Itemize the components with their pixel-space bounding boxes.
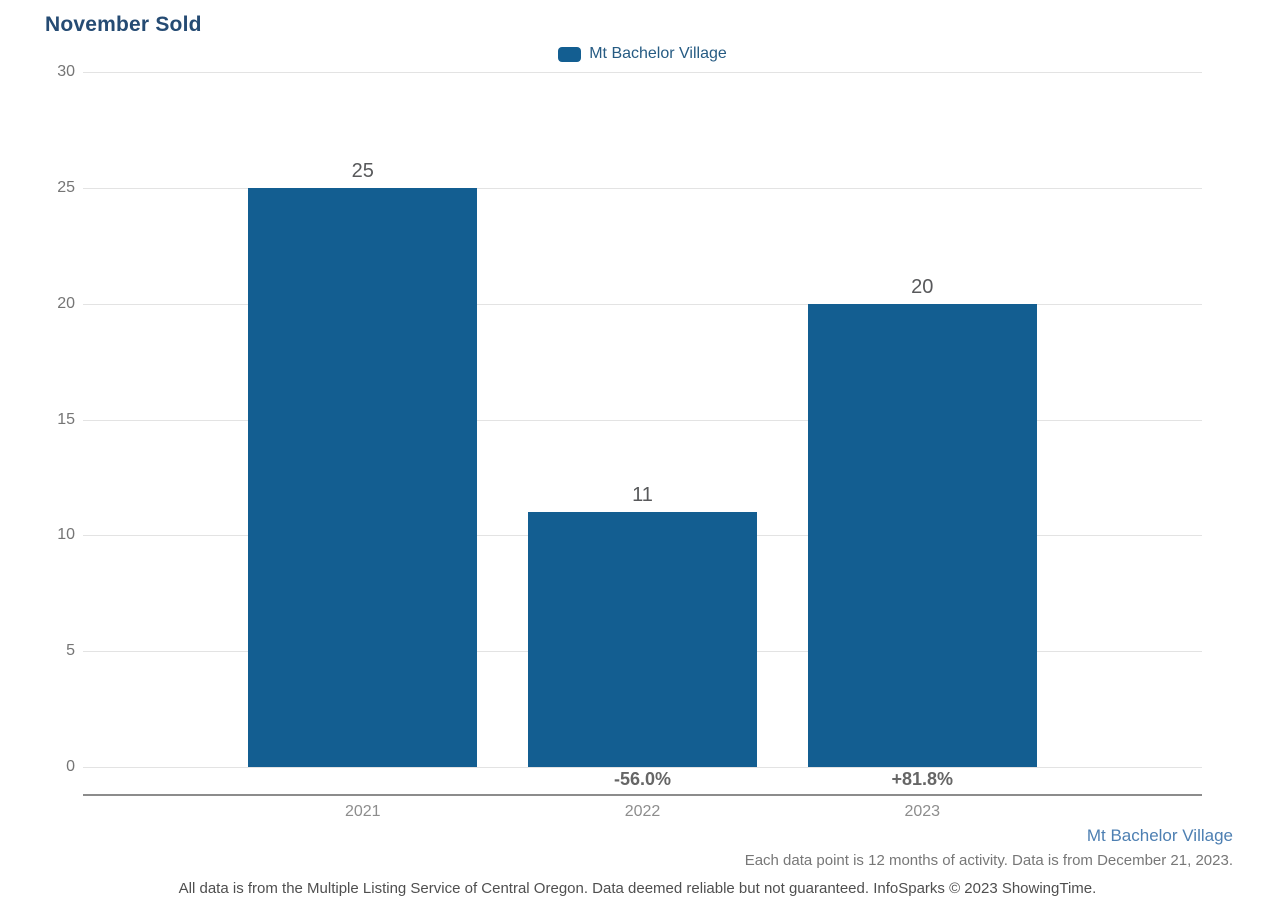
gridline-y-20	[83, 303, 1202, 305]
gridline-y-0	[83, 767, 1202, 768]
y-tick-label-5: 5	[66, 642, 75, 660]
pct-change-label-2022: -56.0%	[613, 769, 672, 789]
y-tick-label-25: 25	[57, 178, 75, 196]
x-tick-label-2023: 2023	[904, 803, 941, 820]
footer-series-label: Mt Bachelor Village	[1086, 826, 1233, 845]
gridline-y-25	[83, 187, 1202, 189]
bar-2021[interactable]	[248, 187, 478, 767]
y-tick-label-0: 0	[66, 758, 75, 775]
y-tick-label-20: 20	[57, 294, 75, 312]
chart-legend: Mt Bachelor Village	[83, 43, 1202, 65]
legend-series-label: Mt Bachelor Village	[589, 45, 727, 62]
gridline-y-15	[83, 419, 1202, 421]
footer-disclaimer: All data is from the Multiple Listing Se…	[178, 880, 1097, 897]
bar-2022[interactable]	[528, 512, 757, 767]
x-axis-category-row: 2021 2022 2023	[83, 803, 1202, 823]
x-axis-line	[83, 794, 1202, 796]
pct-change-row: -56.0% +81.8%	[83, 769, 1202, 793]
y-tick-label-10: 10	[57, 526, 75, 544]
bar-value-label-2023: 20	[911, 275, 934, 298]
x-tick-label-2022: 2022	[624, 803, 661, 820]
bar-value-label-2021: 25	[351, 159, 374, 182]
y-tick-label-30: 30	[57, 63, 75, 80]
chart-plot-area: 25 11 20	[83, 72, 1202, 768]
legend-swatch-icon	[558, 46, 582, 62]
chart-title: November Sold	[45, 13, 202, 36]
bar-2023[interactable]	[807, 303, 1037, 767]
pct-change-label-2023: +81.8%	[891, 769, 954, 789]
footer-data-note: Each data point is 12 months of activity…	[744, 852, 1233, 869]
y-tick-label-15: 15	[57, 410, 75, 428]
x-tick-label-2021: 2021	[344, 803, 381, 820]
gridline-y-30	[83, 72, 1202, 73]
bar-value-label-2022: 11	[632, 484, 653, 507]
